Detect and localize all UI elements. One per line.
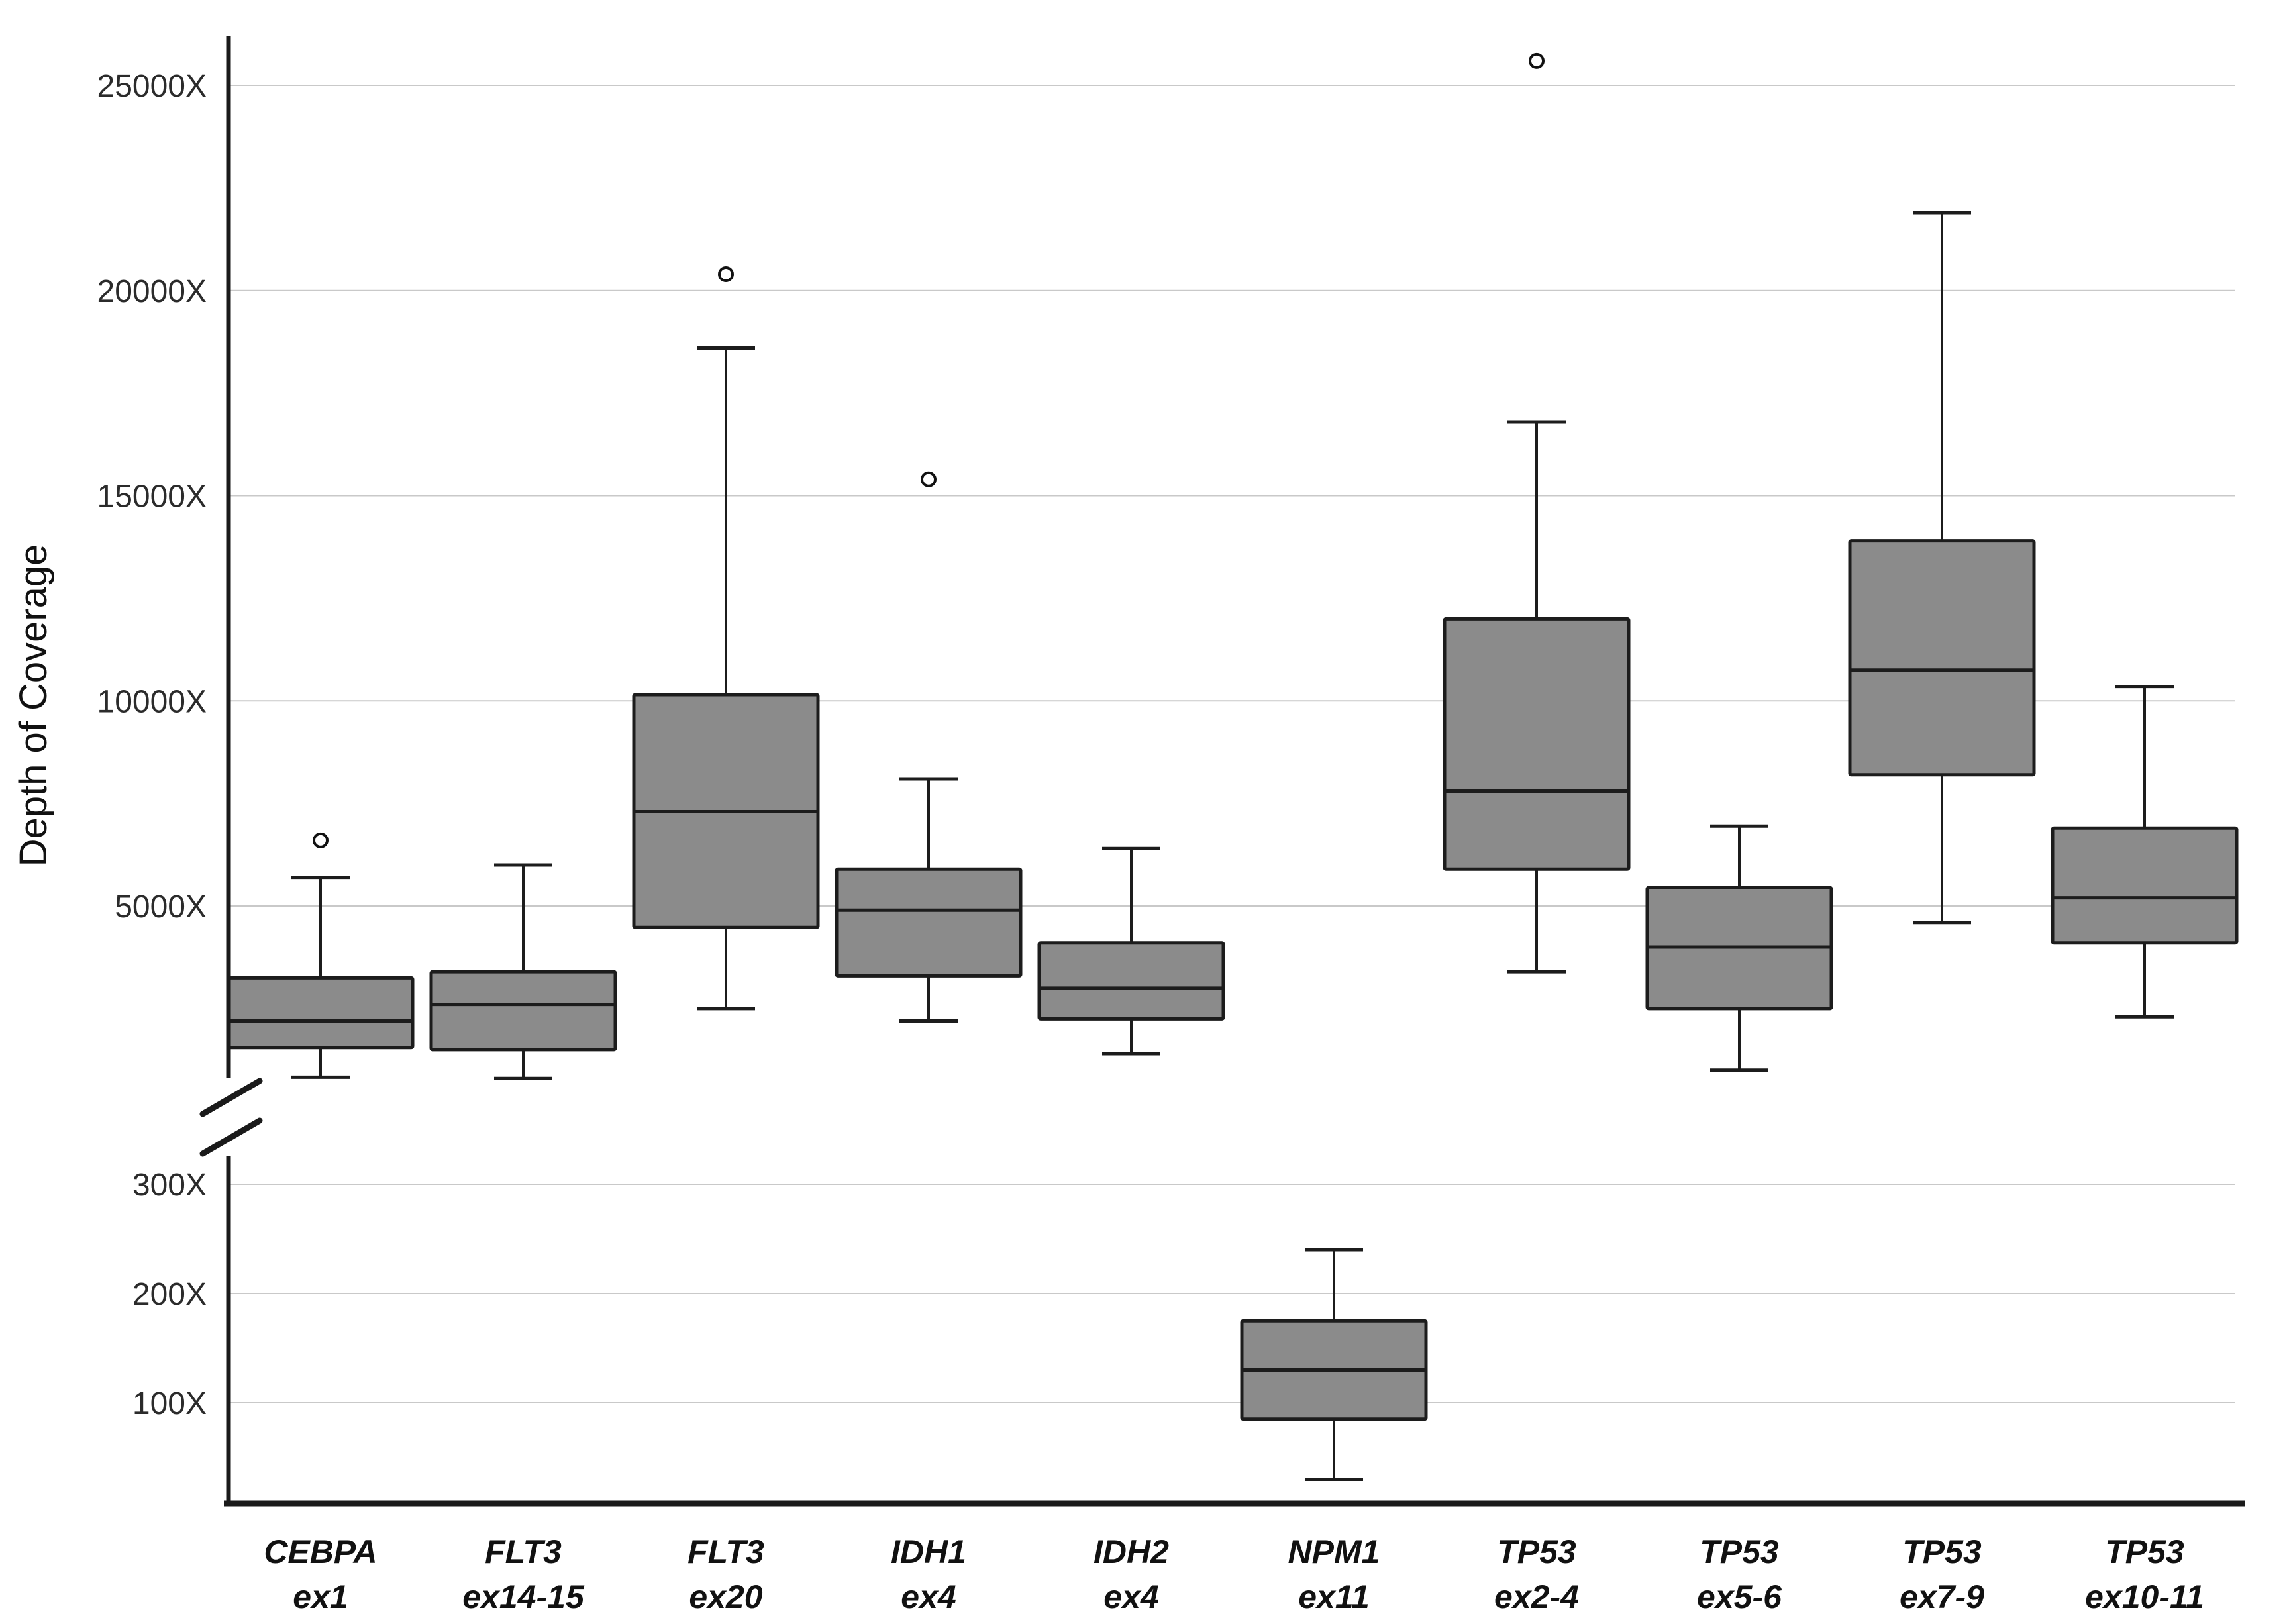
y-axis-title: Depth of Coverage <box>12 544 55 867</box>
x-category-exon-label: ex14-15 <box>462 1578 585 1615</box>
box <box>1443 617 1631 871</box>
axis-break-slash-icon <box>199 1078 263 1117</box>
x-category-gene-label: NPM1 <box>1288 1533 1380 1570</box>
y-tick-label: 5000X <box>115 889 207 925</box>
x-category-gene-label: TP53 <box>2105 1533 2184 1570</box>
y-tick-label: 15000X <box>97 480 207 515</box>
x-category-exon-label: ex10-11 <box>2085 1578 2204 1615</box>
outlier-point <box>921 471 937 487</box>
x-category-gene-label: TP53 <box>1497 1533 1576 1570</box>
x-category-exon-label: ex7-9 <box>1900 1578 1984 1615</box>
x-category-gene-label: IDH1 <box>891 1533 966 1570</box>
outlier-point <box>1529 52 1545 69</box>
x-category-exon-label: ex4 <box>1103 1578 1158 1615</box>
x-category-exon-label: ex2-4 <box>1494 1578 1579 1615</box>
x-category-gene-label: TP53 <box>1902 1533 1982 1570</box>
y-tick-label: 25000X <box>97 69 207 104</box>
box <box>429 970 617 1052</box>
x-category-exon-label: ex4 <box>901 1578 956 1615</box>
y-tick-label: 10000X <box>97 684 207 719</box>
box <box>1848 539 2036 777</box>
box <box>227 976 415 1050</box>
x-category-exon-label: ex5-6 <box>1697 1578 1782 1615</box>
x-category-gene-label: FLT3 <box>687 1533 764 1570</box>
axis-break-slash-icon <box>199 1117 263 1157</box>
x-category-gene-label: FLT3 <box>485 1533 562 1570</box>
x-category-gene-label: CEBPA <box>264 1533 377 1570</box>
box <box>2051 826 2239 945</box>
outlier-point <box>313 832 329 848</box>
x-category-exon-label: ex11 <box>1298 1578 1370 1615</box>
y-tick-label: 20000X <box>97 274 207 309</box>
x-category-gene-label: IDH2 <box>1094 1533 1169 1570</box>
box <box>835 867 1023 978</box>
y-tick-label: 200X <box>132 1277 207 1312</box>
y-tick-label: 100X <box>132 1386 207 1421</box>
x-category-exon-label: ex20 <box>689 1578 762 1615</box>
y-tick-label: 300X <box>132 1168 207 1203</box>
x-category-gene-label: TP53 <box>1700 1533 1779 1570</box>
x-category-exon-label: ex1 <box>293 1578 348 1615</box>
outlier-point <box>718 266 734 282</box>
box <box>1037 941 1225 1021</box>
